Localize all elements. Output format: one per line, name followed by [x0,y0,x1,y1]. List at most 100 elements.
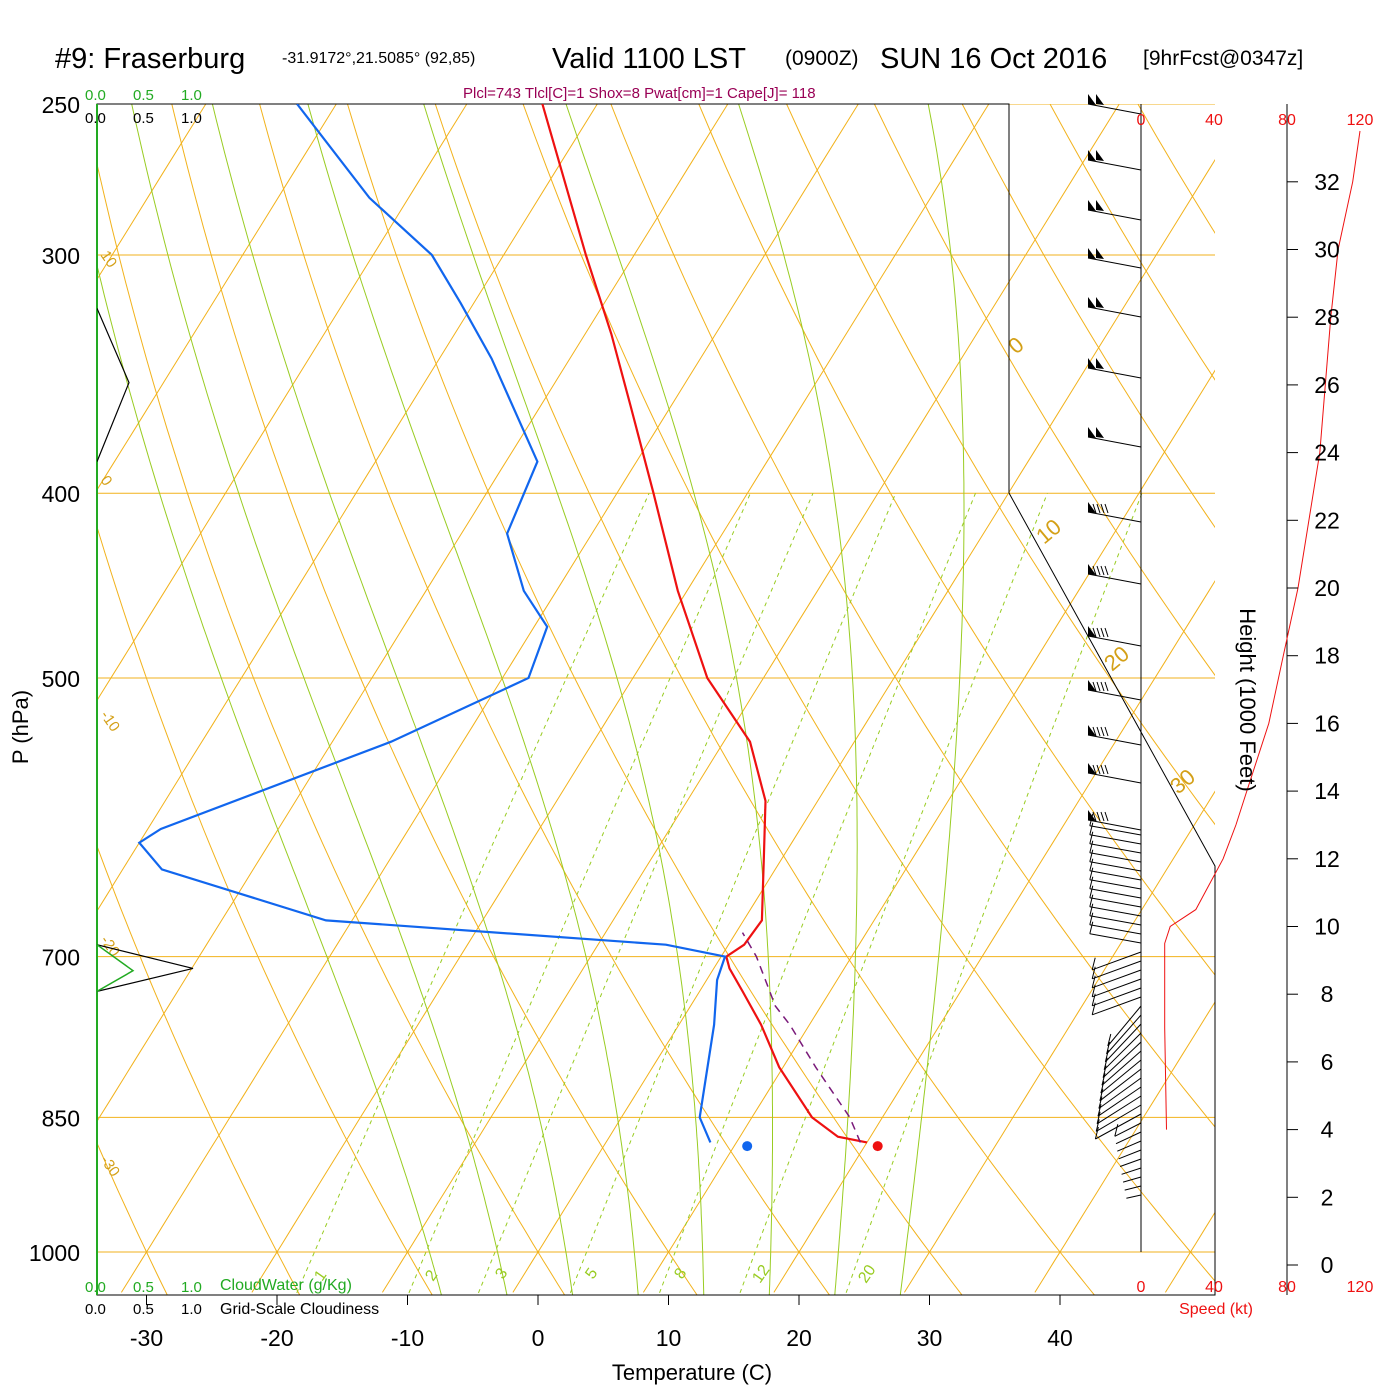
height-tick-label: 4 [1321,1117,1334,1143]
wind-feather [1092,565,1097,576]
wind-barb [1115,1131,1142,1145]
wind-barb [1087,209,1142,221]
forecast-date: SUN 16 Oct 2016 [880,43,1107,75]
isotherm-line [0,35,118,1292]
pressure-tick-label: 1000 [29,1240,80,1266]
wind-barb [1122,1176,1142,1183]
wind-feather [1089,876,1094,889]
wind-barb [1092,978,1142,998]
temperature-tick-label: 10 [656,1325,682,1351]
wind-feather [1104,681,1109,692]
wind-barb [1095,1113,1142,1140]
wind-pennant [1088,502,1096,513]
speed-axis-label: Speed (kt) [1179,1301,1253,1318]
cloudiness-profile [97,944,194,992]
wind-feather [1104,503,1109,514]
station-title: #9: Fraserburg [55,43,245,75]
cloudiness-tick: 1.0 [181,1301,202,1318]
speed-tick: 0 [1137,112,1146,129]
wind-feather [1100,627,1105,638]
wind-barb [1101,1050,1142,1086]
wind-barb [1089,906,1142,917]
wind-feather [1104,726,1109,737]
wind-feather [1096,565,1101,576]
wind-pennant [1096,358,1104,369]
wind-barb [1097,1086,1142,1117]
wind-barb [1107,1005,1142,1047]
dry-adiabat-label: -10 [97,708,123,736]
mixing-ratio-line [844,493,1143,1295]
speed-tick: 120 [1347,1279,1374,1296]
mixing-ratio-line [658,493,976,1295]
cloudwater-scale-top: 0.0 0.5 1.0 [85,87,202,104]
speed-scale-bottom: 0 40 80 120 Speed (kt) [1137,1279,1374,1318]
wind-feather [1089,903,1094,916]
dry-adiabat [522,104,1215,1282]
valid-time: Valid 1100 LST [552,43,746,75]
wind-feather [1089,867,1094,880]
isotherm-label: 30 [1165,764,1200,799]
speed-tick: 40 [1205,1279,1223,1296]
dry-adiabat [873,104,1215,677]
wind-pennant [1088,248,1096,259]
isotherm-line [97,104,337,491]
wind-barb [1095,1104,1142,1132]
pressure-tick-label: 300 [42,243,80,269]
x-axis-title: Temperature (C) [612,1360,772,1385]
wind-feather [1089,894,1094,907]
wind-feather [1106,1041,1111,1055]
wind-barb [1092,960,1142,980]
wind-barb [1089,924,1142,935]
mixing-ratio-label: 2 [422,1267,441,1284]
wind-pennant [1096,94,1104,105]
forecast-label: [9hrFcst@0347z] [1143,47,1303,70]
wind-barb [1089,915,1142,926]
height-tick-label: 26 [1314,372,1340,398]
wind-barb [1087,367,1142,379]
wind-barb [1089,852,1142,863]
wind-barb [1092,951,1142,971]
wind-feather [1100,811,1105,822]
wind-pennant [1088,150,1096,161]
speed-scale-top: 0 40 80 120 [1137,112,1374,129]
wind-barb [1089,843,1142,854]
wind-feather [1089,858,1094,871]
wind-barb [1087,635,1142,647]
height-axis-title: Height (1000 Feet) [1235,608,1260,791]
mixing-ratio-line [407,493,751,1295]
wind-barb [1087,306,1142,318]
wind-feather [1089,921,1094,934]
wind-barb [1126,1194,1142,1199]
temperature-tick-label: 0 [532,1325,545,1351]
dry-adiabat [97,844,301,1295]
wind-pennant [1088,680,1096,691]
cloudwater-scale-bottom: 0.0 0.5 1.0 CloudWater (g/Kg) [85,1277,352,1296]
dry-adiabat [434,104,1096,1295]
wind-barb [1121,1167,1142,1175]
moist-adiabat [97,263,442,1295]
pressure-tick-label: 700 [42,945,80,971]
wind-feather [1089,822,1094,835]
profile-layer [97,104,883,1152]
temperature-tick-label: -10 [391,1325,424,1351]
mixing-ratio-label: 3 [492,1265,511,1282]
speed-tick: 80 [1278,112,1296,129]
height-tick-label: 28 [1314,304,1340,330]
wind-barb [1087,819,1142,831]
wind-barb [1092,969,1142,989]
mixing-ratio-label: 5 [582,1265,601,1282]
wind-speed-profile [1164,130,1361,1130]
wind-feather [1094,1126,1099,1140]
wind-barb [1100,1059,1142,1094]
cloudiness-tick: 0.5 [133,110,154,127]
wind-feather [1092,681,1097,692]
wind-barb [1089,825,1142,836]
wind-feather [1104,627,1109,638]
wind-feather [1091,1002,1096,1015]
wind-pennant [1096,297,1104,308]
wind-barb [1087,257,1142,269]
height-tick-label: 14 [1314,778,1340,804]
wind-barb [1089,879,1142,890]
wind-barb [1087,511,1142,523]
wind-feather [1096,811,1101,822]
